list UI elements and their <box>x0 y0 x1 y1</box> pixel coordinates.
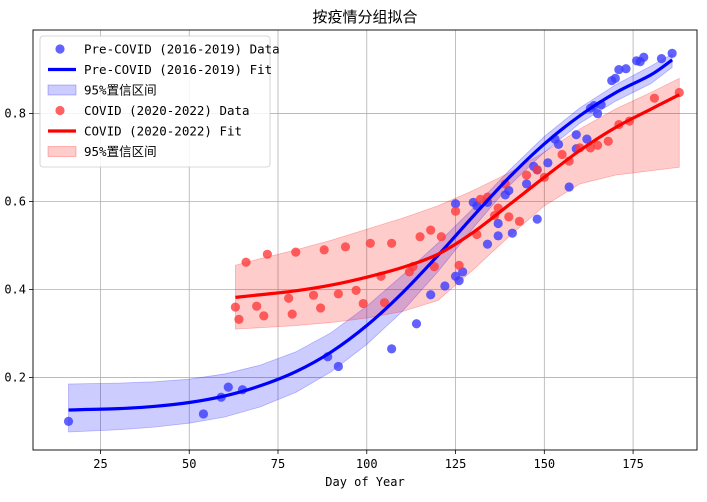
data-point <box>259 311 269 321</box>
data-point <box>308 290 319 300</box>
data-point <box>614 64 624 75</box>
data-point <box>450 199 461 209</box>
data-point <box>262 249 272 259</box>
data-point <box>252 301 262 311</box>
data-point <box>454 276 464 286</box>
data-point <box>621 64 631 74</box>
y-tick-label: 0.4 <box>4 282 26 296</box>
data-point <box>415 232 425 242</box>
legend-entry-label: 95%置信区间 <box>84 83 157 98</box>
data-point <box>649 93 659 103</box>
legend-marker-band <box>47 84 77 96</box>
data-point <box>493 231 503 241</box>
x-tick-label: 125 <box>445 457 467 471</box>
legend-entry-label: 95%置信区间 <box>84 144 157 159</box>
data-point <box>411 319 422 329</box>
legend-marker-scatter <box>55 105 65 116</box>
data-point <box>340 242 351 252</box>
data-point <box>582 134 592 144</box>
legend-box <box>39 35 271 168</box>
x-tick-label: 150 <box>533 457 555 471</box>
data-point <box>564 182 574 192</box>
legend-entry-label: Pre-COVID (2016-2019) Data <box>84 42 280 57</box>
legend-entry-label: COVID (2020-2022) Data <box>84 103 250 118</box>
x-tick-label: 75 <box>271 457 285 471</box>
data-point <box>454 260 464 270</box>
data-point <box>603 136 613 146</box>
data-point <box>667 48 677 58</box>
data-point <box>514 216 525 226</box>
data-point <box>333 289 343 299</box>
data-point <box>482 239 493 249</box>
data-point <box>316 303 326 313</box>
plot-frame <box>32 29 698 451</box>
data-point <box>230 302 240 312</box>
legend-marker-scatter <box>55 44 65 54</box>
x-tick-label: 50 <box>182 457 196 471</box>
data-point <box>553 139 564 149</box>
x-tick-label: 100 <box>356 457 378 471</box>
data-point <box>287 309 297 319</box>
data-point <box>387 238 397 248</box>
data-point <box>426 290 436 300</box>
data-point <box>521 170 532 180</box>
data-point <box>450 206 461 216</box>
x-axis-label: Day of Year <box>325 475 404 489</box>
data-point <box>475 194 485 204</box>
data-point <box>610 73 620 83</box>
data-point <box>532 165 542 175</box>
data-point <box>656 53 667 64</box>
legend-entry-label: Pre-COVID (2016-2019) Fit <box>84 62 272 77</box>
data-point <box>571 130 581 140</box>
y-tick-label: 0.2 <box>4 370 26 384</box>
data-point <box>504 212 514 222</box>
data-point <box>521 179 532 189</box>
data-point <box>557 149 567 160</box>
data-point <box>507 228 517 238</box>
data-point <box>532 214 542 224</box>
data-point <box>429 262 439 272</box>
data-point <box>333 361 343 372</box>
data-point <box>365 238 375 248</box>
legend-entry-label: COVID (2020-2022) Fit <box>84 124 242 139</box>
y-tick-label: 0.8 <box>4 107 26 121</box>
data-point <box>436 232 446 242</box>
chart-title: 按疫情分组拟合 <box>312 8 417 26</box>
data-point <box>387 344 397 354</box>
data-point <box>426 225 436 235</box>
data-point <box>639 52 649 62</box>
data-point <box>592 108 603 119</box>
data-point <box>592 140 603 150</box>
data-point <box>351 285 361 295</box>
fit-line <box>68 58 674 412</box>
x-tick-label: 25 <box>93 457 107 471</box>
data-point <box>543 158 553 168</box>
fit-line <box>235 93 680 299</box>
data-point <box>234 314 244 324</box>
data-point <box>223 382 233 392</box>
confidence-band <box>68 53 673 433</box>
y-tick-label: 0.6 <box>4 195 26 209</box>
data-point <box>440 281 450 291</box>
data-point <box>198 409 209 419</box>
data-point <box>319 245 329 255</box>
data-point <box>284 293 294 303</box>
legend: Pre-COVID (2016-2019) Data Pre-COVID (201… <box>39 35 280 168</box>
x-tick-label: 175 <box>622 457 644 471</box>
data-point <box>291 247 301 257</box>
data-point <box>241 257 251 267</box>
legend-marker-band <box>47 146 77 157</box>
data-point <box>493 218 503 229</box>
data-point <box>358 298 368 309</box>
data-point <box>379 298 390 308</box>
data-point <box>63 416 74 427</box>
